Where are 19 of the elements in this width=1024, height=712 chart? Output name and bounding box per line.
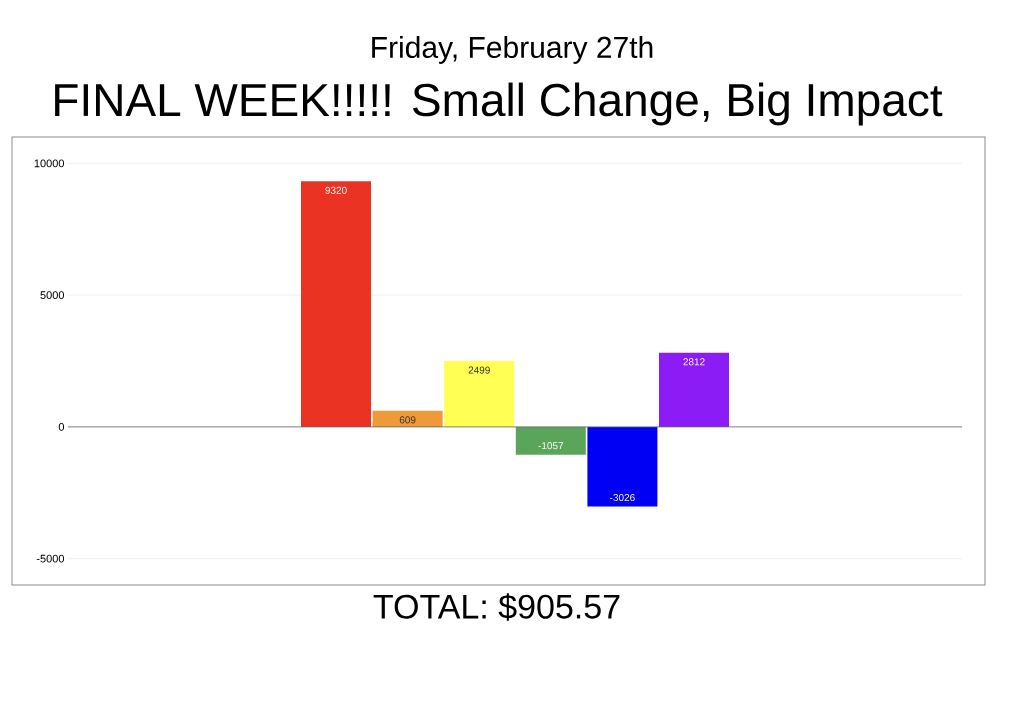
data-label: -1057: [538, 442, 564, 450]
bar: [301, 181, 372, 427]
y-tick-label: 5000: [40, 291, 65, 300]
y-tick-label: -5000: [36, 554, 65, 563]
bar: [515, 426, 586, 455]
bar: [372, 410, 443, 427]
chart-subtitle: Friday, February 27th: [372, 36, 653, 64]
bar: [444, 361, 515, 427]
text: TOTAL: $905.57: [373, 593, 620, 621]
y-tick-label: 10000: [34, 159, 65, 168]
data-label: -3026: [610, 494, 635, 502]
data-label: 9320: [325, 186, 347, 194]
data-label: 609: [399, 416, 416, 424]
data-label: 2812: [683, 358, 705, 366]
chart-title: FINAL WEEK!!!!! Small Change, Big Impact: [55, 82, 943, 126]
bar: [587, 426, 658, 507]
y-tick-label: 0: [58, 423, 65, 431]
data-label: 2499: [468, 366, 490, 374]
bar: [659, 352, 730, 427]
